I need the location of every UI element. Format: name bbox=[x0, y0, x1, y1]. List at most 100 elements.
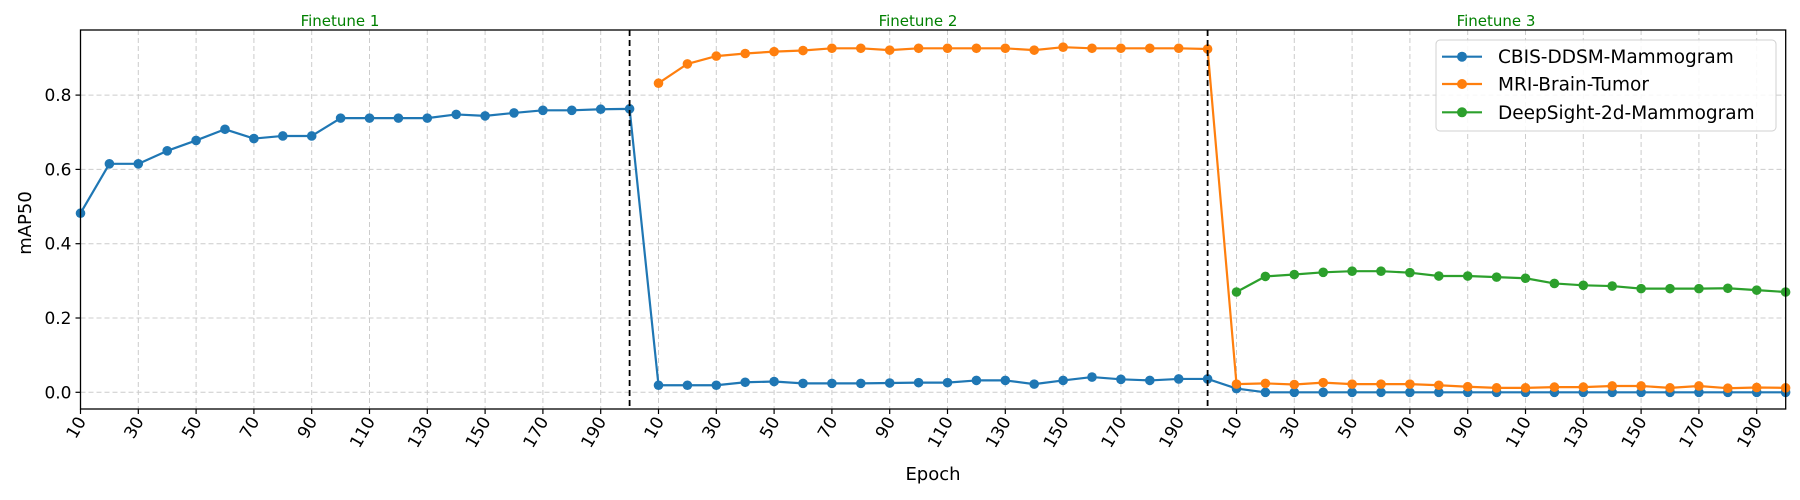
data-point-marker bbox=[1260, 387, 1271, 398]
data-point-marker bbox=[1665, 383, 1675, 393]
x-axis-label: Epoch bbox=[905, 464, 960, 485]
panel-title-finetune-1: Finetune 1 bbox=[301, 12, 380, 30]
data-point-marker bbox=[1173, 374, 1184, 384]
data-point-marker bbox=[711, 380, 722, 391]
data-point-marker bbox=[856, 378, 866, 389]
data-point-marker bbox=[913, 377, 924, 388]
data-point-marker bbox=[1405, 267, 1415, 278]
data-point-marker bbox=[1520, 383, 1531, 393]
data-point-marker bbox=[162, 146, 172, 156]
panel-title-finetune-2: Finetune 2 bbox=[879, 12, 958, 30]
data-point-marker bbox=[1145, 43, 1155, 54]
x-tick-label: 50 bbox=[756, 414, 784, 443]
data-point-marker bbox=[1578, 280, 1589, 291]
x-tick-label: 110 bbox=[346, 414, 380, 452]
y-tick-label: 0.2 bbox=[44, 309, 71, 329]
x-tick-label: 10 bbox=[63, 414, 91, 443]
data-point-marker bbox=[1145, 375, 1155, 386]
data-point-marker bbox=[942, 377, 953, 388]
x-tick-label: 130 bbox=[404, 414, 438, 452]
data-point-marker bbox=[884, 378, 895, 388]
data-point-marker bbox=[1029, 45, 1039, 55]
data-point-marker bbox=[1087, 43, 1097, 54]
x-tick-label: 30 bbox=[1276, 414, 1304, 443]
y-tick-label: 0.4 bbox=[44, 235, 71, 255]
data-point-marker bbox=[1347, 266, 1357, 276]
data-point-marker bbox=[1462, 271, 1473, 281]
legend-marker-icon bbox=[1457, 107, 1467, 118]
x-tick-label: 190 bbox=[1155, 414, 1189, 452]
data-point-marker bbox=[856, 43, 866, 54]
data-point-marker bbox=[249, 133, 259, 144]
x-tick-label: 90 bbox=[294, 414, 322, 443]
x-tick-label: 190 bbox=[1733, 414, 1767, 452]
data-point-marker bbox=[306, 131, 317, 141]
data-point-marker bbox=[1694, 283, 1704, 294]
data-point-marker bbox=[538, 105, 548, 116]
data-point-marker bbox=[1751, 382, 1762, 393]
legend-marker-icon bbox=[1457, 51, 1467, 62]
data-point-marker bbox=[1058, 375, 1068, 386]
legend-label: DeepSight-2d-Mammogram bbox=[1498, 103, 1755, 124]
data-point-marker bbox=[191, 135, 201, 146]
x-tick-label: 130 bbox=[982, 414, 1016, 452]
data-point-marker bbox=[827, 378, 837, 389]
data-point-marker bbox=[1491, 272, 1502, 282]
data-point-marker bbox=[798, 45, 808, 56]
data-point-marker bbox=[1665, 283, 1675, 294]
data-point-marker bbox=[1376, 379, 1386, 389]
x-tick-label: 70 bbox=[814, 414, 842, 443]
data-point-marker bbox=[1723, 283, 1733, 294]
data-point-marker bbox=[711, 51, 722, 61]
data-point-marker bbox=[1636, 381, 1646, 391]
x-tick-label: 150 bbox=[1618, 414, 1652, 452]
data-point-marker bbox=[1173, 43, 1184, 54]
x-tick-label: 170 bbox=[520, 414, 554, 452]
series-line bbox=[1235, 270, 1786, 294]
data-point-marker bbox=[1434, 387, 1444, 398]
data-point-marker bbox=[1318, 387, 1328, 398]
y-tick-label: 0.0 bbox=[44, 383, 71, 403]
x-tick-label: 50 bbox=[1334, 414, 1362, 443]
data-point-marker bbox=[1029, 379, 1039, 389]
data-point-marker bbox=[422, 113, 433, 123]
series-line bbox=[79, 107, 1786, 394]
x-tick-label: 150 bbox=[1040, 414, 1074, 452]
data-point-marker bbox=[827, 43, 837, 54]
data-point-marker bbox=[1376, 266, 1386, 276]
data-point-marker bbox=[335, 113, 346, 123]
phase-boundaries bbox=[628, 30, 1209, 409]
x-tick-label: 150 bbox=[462, 414, 496, 452]
axes-frame bbox=[79, 29, 1787, 410]
data-point-marker bbox=[682, 59, 693, 69]
data-point-marker bbox=[133, 159, 144, 169]
data-point-marker bbox=[104, 159, 115, 169]
y-axis-label: mAP50 bbox=[15, 191, 36, 255]
data-point-marker bbox=[1578, 382, 1589, 392]
data-point-marker bbox=[451, 109, 462, 120]
x-tick-label: 170 bbox=[1098, 414, 1132, 452]
x-tick-label: 10 bbox=[641, 414, 669, 443]
x-tick-label: 70 bbox=[236, 414, 264, 443]
data-point-marker bbox=[393, 113, 404, 123]
data-point-marker bbox=[1607, 281, 1617, 291]
data-point-marker bbox=[364, 113, 375, 123]
data-point-marker bbox=[1347, 379, 1357, 389]
series-mri-brain-tumor bbox=[653, 42, 1791, 394]
data-point-marker bbox=[1318, 377, 1328, 388]
data-point-marker bbox=[595, 104, 606, 115]
x-tick-label: 190 bbox=[577, 414, 611, 452]
data-point-marker bbox=[1260, 271, 1271, 282]
data-point-marker bbox=[480, 111, 490, 121]
data-point-marker bbox=[1491, 383, 1502, 393]
data-point-marker bbox=[1202, 374, 1213, 384]
x-axis-ticks: 10 30 50 70 90 110 130 150 170 190 10 30 50 70 90 110 13… bbox=[63, 409, 1767, 452]
y-tick-label: 0.8 bbox=[44, 86, 71, 106]
data-point-marker bbox=[1289, 379, 1300, 390]
data-point-marker bbox=[1549, 382, 1560, 392]
x-tick-label: 30 bbox=[698, 414, 726, 443]
data-point-marker bbox=[1260, 378, 1271, 389]
data-point-marker bbox=[769, 46, 779, 57]
